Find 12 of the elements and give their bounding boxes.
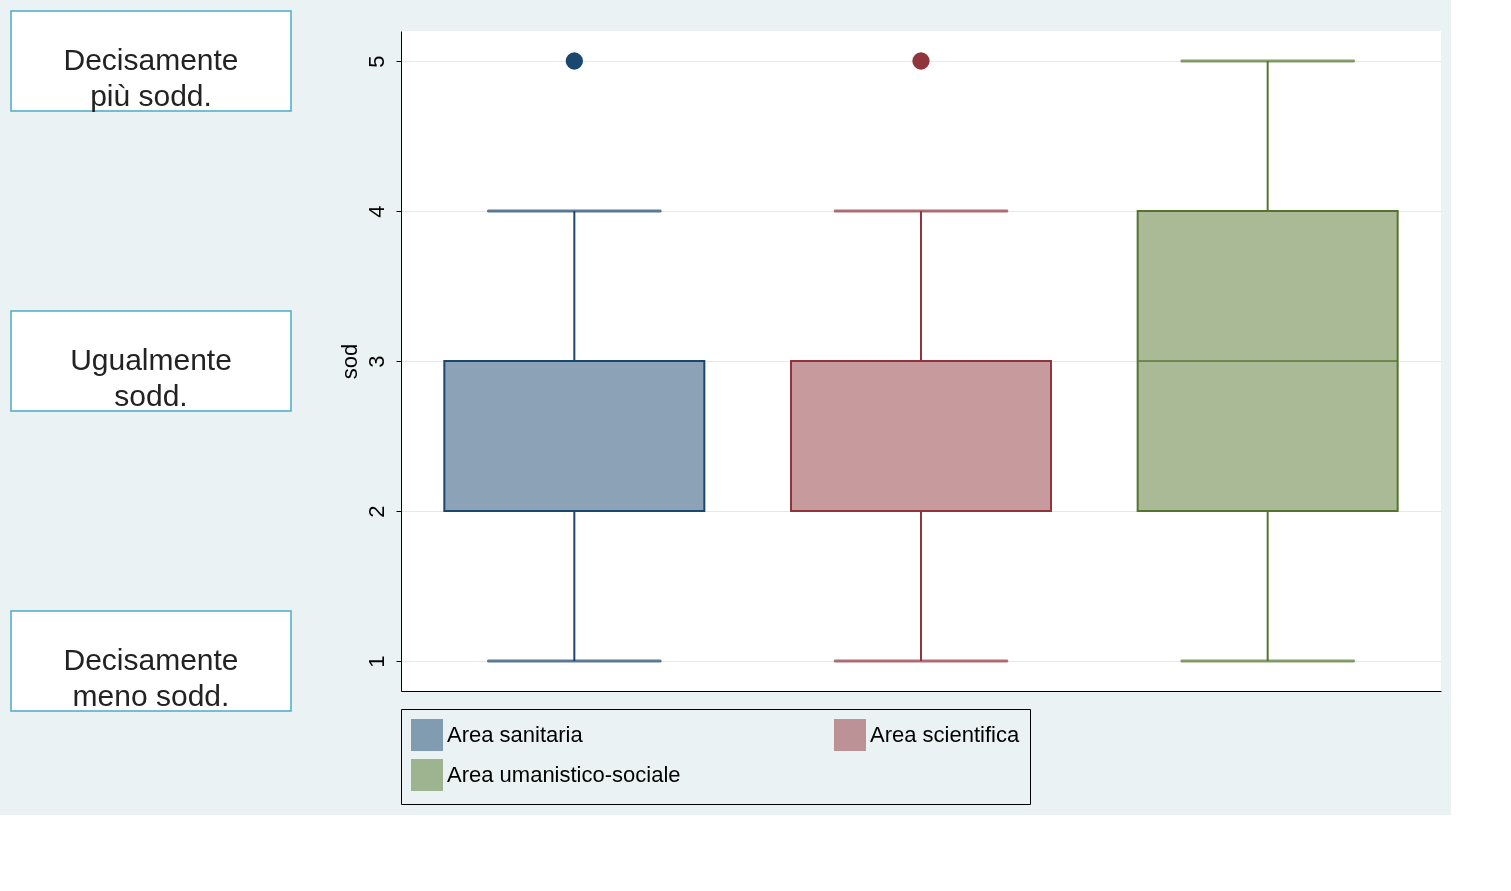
y-tick-label: 3 [363,355,389,368]
y-axis-title: sod [336,343,362,380]
legend-label: Area umanistico-sociale [447,762,681,787]
y-tick-label: 1 [363,655,389,668]
text: Decisamente più sodd. [63,43,239,112]
legend-label: Area sanitaria [447,722,584,747]
legend-label: Area scientifica [870,722,1020,747]
text: Decisamente meno sodd. [63,643,239,712]
text: Ugualmente sodd. [70,343,232,412]
y-tick-label: 5 [363,55,389,68]
y-tick-label: 4 [363,205,389,218]
y-tick-label: 2 [363,505,389,518]
